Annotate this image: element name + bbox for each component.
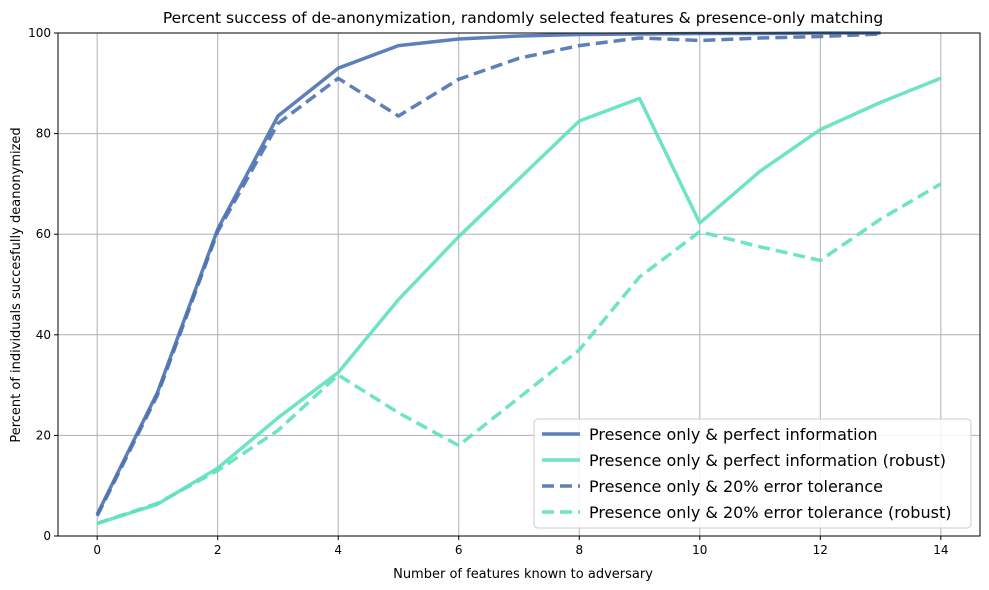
y-tick-label: 80	[36, 127, 51, 141]
y-axis-label: Percent of individuals succesfully deano…	[9, 127, 24, 442]
legend-label-4: Presence only & 20% error tolerance (rob…	[589, 503, 951, 522]
y-tick-label: 60	[36, 227, 51, 241]
axis-ticks: 0 2 4 6 8 10 12 14 0 20 40 60 80 100	[28, 26, 948, 557]
y-tick-label: 40	[36, 328, 51, 342]
chart-title: Percent success of de-anonymization, ran…	[163, 9, 883, 27]
legend: Presence only & perfect information Prese…	[533, 418, 972, 529]
y-tick-label: 20	[36, 428, 51, 442]
x-tick-label: 12	[813, 543, 828, 557]
y-tick-label: 0	[43, 529, 51, 543]
legend-label-3: Presence only & 20% error tolerance	[589, 477, 883, 496]
x-tick-label: 4	[334, 543, 342, 557]
x-tick-label: 10	[692, 543, 707, 557]
x-tick-label: 2	[214, 543, 222, 557]
x-tick-label: 0	[93, 543, 101, 557]
legend-label-2: Presence only & perfect information (rob…	[589, 451, 946, 470]
legend-label-1: Presence only & perfect information	[589, 425, 878, 444]
y-tick-label: 100	[28, 26, 51, 40]
series-line-2	[96, 76, 942, 526]
x-axis-label: Number of features known to adversary	[393, 567, 653, 582]
series-line-4	[96, 182, 942, 526]
plot-frame	[57, 32, 981, 537]
x-tick-label: 14	[933, 543, 948, 557]
x-tick-label: 6	[455, 543, 463, 557]
series-line-3	[95, 32, 881, 517]
legend-box	[533, 418, 972, 529]
x-tick-label: 8	[575, 543, 583, 557]
